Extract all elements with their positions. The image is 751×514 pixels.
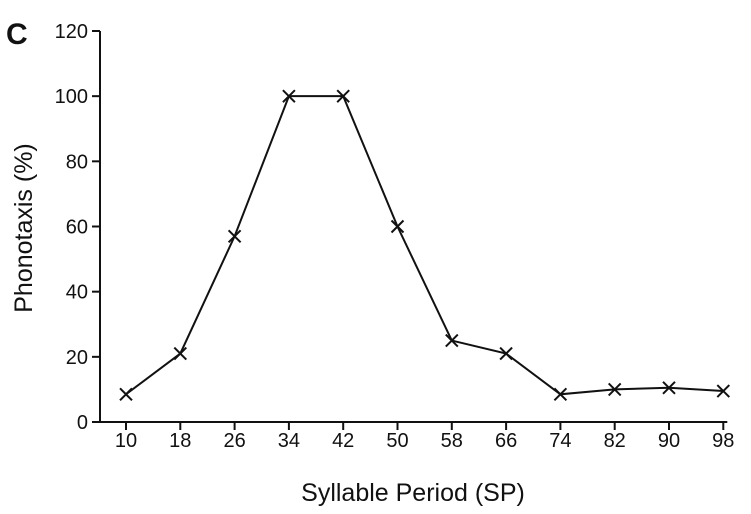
y-tick-label: 0 [77, 412, 88, 434]
panel-label: C [6, 18, 28, 51]
x-tick-label: 90 [658, 430, 680, 452]
x-tick-label: 98 [712, 430, 734, 452]
data-point-marker [445, 333, 459, 348]
x-tick-label: 18 [169, 430, 191, 452]
data-point-marker [553, 387, 568, 402]
x-tick-label: 42 [332, 430, 354, 452]
x-axis-title: Syllable Period (SP) [301, 479, 525, 507]
data-point-marker [390, 219, 405, 234]
x-tick-label: 10 [115, 430, 137, 452]
x-tick-label: 58 [441, 430, 463, 452]
series-line [125, 95, 724, 396]
x-tick-label: 34 [278, 430, 300, 452]
y-tick-label: 20 [66, 347, 88, 369]
x-tick-label: 50 [386, 430, 408, 452]
data-point-marker [336, 89, 350, 103]
x-tick-label: 82 [604, 430, 626, 452]
y-axis-title: Phonotaxis (%) [10, 143, 38, 313]
y-axis: 0 20 40 60 80 100 120 [55, 21, 101, 434]
data-point-marker [282, 89, 296, 103]
y-tick-label: 60 [66, 217, 88, 239]
x-tick-label: 26 [223, 430, 245, 452]
data-point-marker [662, 381, 676, 395]
data-point-marker [607, 382, 622, 397]
data-point-marker [499, 346, 513, 361]
y-tick-label: 40 [66, 282, 88, 304]
y-tick-label: 100 [55, 86, 88, 108]
y-tick-label: 80 [66, 151, 88, 173]
x-axis: 10 18 26 34 42 50 58 66 74 82 90 98 [100, 421, 734, 452]
data-markers [119, 89, 731, 402]
data-point-marker [119, 387, 133, 402]
data-point-marker [173, 346, 188, 361]
x-tick-label: 74 [549, 430, 571, 452]
y-tick-label: 120 [55, 21, 88, 43]
data-point-marker [716, 384, 731, 398]
data-point-marker [227, 229, 242, 243]
x-tick-label: 66 [495, 430, 517, 452]
